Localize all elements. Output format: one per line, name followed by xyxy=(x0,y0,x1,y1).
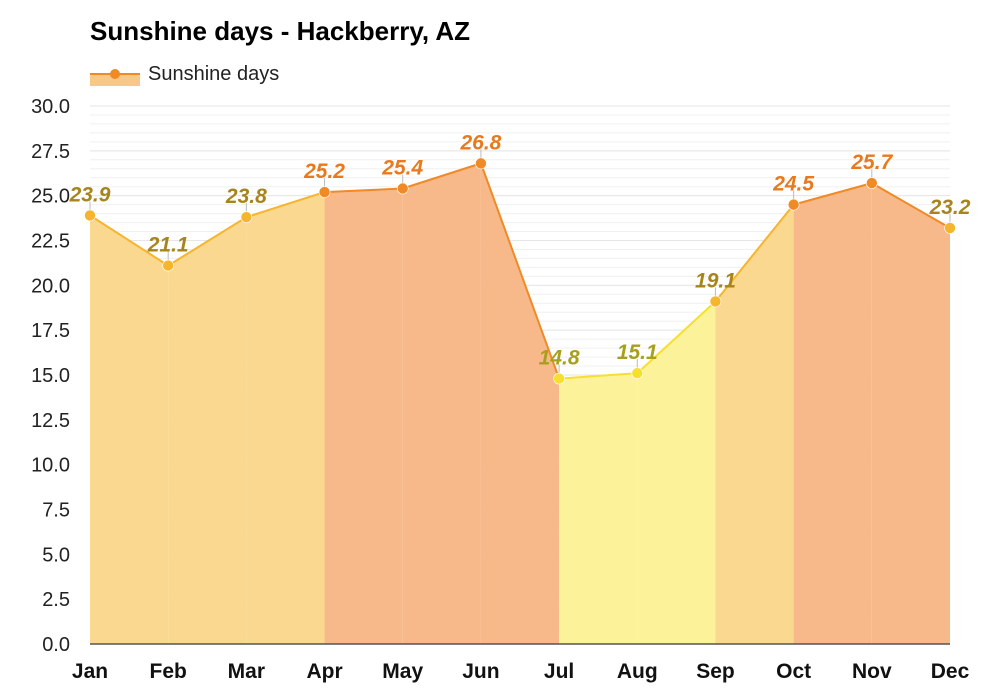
data-point xyxy=(396,182,409,195)
data-point xyxy=(84,209,96,222)
data-label: 14.8 xyxy=(539,347,580,370)
x-tick-label: Sep xyxy=(696,660,735,683)
area-segment xyxy=(402,163,481,645)
y-tick-label: 17.5 xyxy=(31,320,70,342)
x-tick-label: Aug xyxy=(617,660,658,683)
area-segment xyxy=(637,301,716,644)
x-tick-label: Feb xyxy=(150,660,187,683)
y-tick-label: 0.0 xyxy=(42,634,70,656)
x-tick-label: May xyxy=(382,660,423,683)
data-label: 21.1 xyxy=(147,234,189,257)
data-label: 24.5 xyxy=(772,173,814,196)
data-point xyxy=(631,367,644,380)
data-point xyxy=(709,295,722,308)
y-tick-label: 15.0 xyxy=(31,365,70,387)
y-tick-label: 7.5 xyxy=(42,500,70,522)
series-line xyxy=(246,191,325,219)
data-label: 25.7 xyxy=(850,151,893,174)
y-tick-label: 2.5 xyxy=(42,589,70,611)
area-segment xyxy=(246,192,325,644)
data-label: 25.2 xyxy=(303,160,345,183)
series-line xyxy=(636,300,717,374)
data-label: 23.2 xyxy=(929,196,971,219)
area-segment xyxy=(793,183,872,644)
area-segment xyxy=(715,204,794,644)
x-tick-label: Jan xyxy=(72,660,108,683)
y-tick-label: 10.0 xyxy=(31,455,70,477)
x-tick-label: Mar xyxy=(228,660,265,683)
x-tick-label: Nov xyxy=(852,660,892,683)
chart-title: Sunshine days - Hackberry, AZ xyxy=(90,16,471,46)
area-segment xyxy=(324,188,403,644)
data-label: 23.9 xyxy=(69,183,111,206)
x-tick-label: Oct xyxy=(776,660,811,683)
x-tick-label: Dec xyxy=(931,660,970,683)
y-tick-label: 22.5 xyxy=(31,231,70,253)
data-point xyxy=(475,157,487,170)
series-line xyxy=(89,214,169,267)
y-tick-label: 12.5 xyxy=(31,410,70,432)
data-label: 19.1 xyxy=(695,269,736,292)
x-tick-label: Jul xyxy=(544,660,574,683)
data-point xyxy=(240,211,253,223)
data-point xyxy=(318,186,331,198)
x-tick-label: Jun xyxy=(462,660,499,683)
data-point xyxy=(162,259,174,272)
legend-swatch xyxy=(90,62,140,86)
data-point xyxy=(944,222,956,234)
data-point xyxy=(866,177,878,189)
area-segment xyxy=(871,183,950,644)
legend[interactable]: Sunshine days xyxy=(90,62,279,86)
legend-label: Sunshine days xyxy=(148,62,280,85)
data-label: 15.1 xyxy=(617,341,658,364)
area-segment xyxy=(559,373,638,644)
area-segment xyxy=(480,163,560,645)
y-tick-label: 5.0 xyxy=(42,544,70,566)
series-line xyxy=(793,182,873,206)
series-line xyxy=(479,163,561,379)
area-segment xyxy=(90,215,169,645)
series-line xyxy=(559,372,638,380)
y-tick-label: 30.0 xyxy=(31,96,70,118)
data-label: 23.8 xyxy=(225,185,267,208)
series-line xyxy=(871,182,951,229)
series-line xyxy=(324,187,403,194)
y-tick-label: 25.0 xyxy=(31,186,70,208)
area-segment xyxy=(168,217,247,645)
y-tick-label: 20.0 xyxy=(31,275,70,297)
data-label: 26.8 xyxy=(459,131,501,154)
series-line xyxy=(167,216,247,267)
series-line xyxy=(714,204,795,303)
series-line xyxy=(402,162,482,190)
data-point xyxy=(553,372,565,385)
y-tick-label: 27.5 xyxy=(31,141,70,163)
x-tick-label: Apr xyxy=(306,660,342,683)
data-label: 25.4 xyxy=(381,156,423,179)
data-point xyxy=(787,198,800,211)
